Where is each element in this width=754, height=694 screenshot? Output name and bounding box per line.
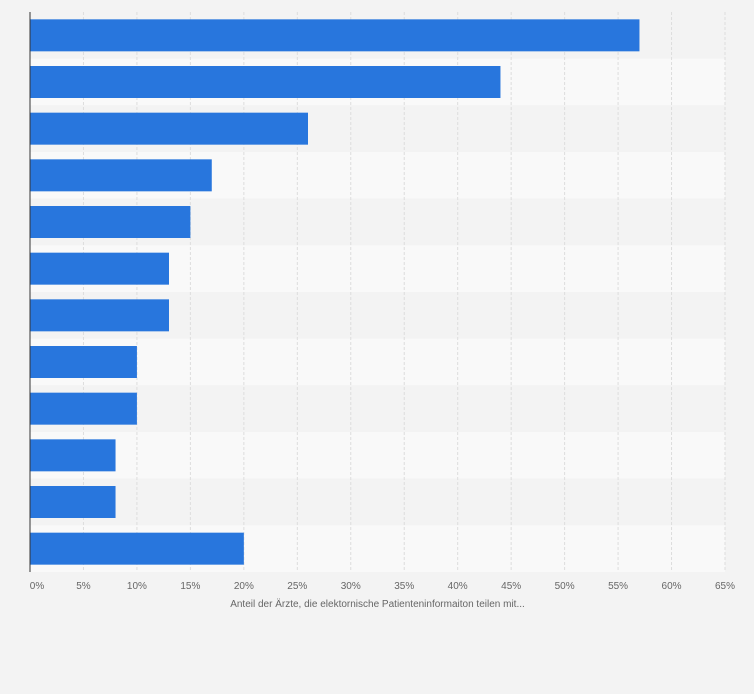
bar (30, 486, 116, 518)
bar (30, 206, 191, 238)
bar (30, 532, 244, 565)
x-axis-ticks: 0% 5% 10% 15% 20% 25% 30% 35% 40% 45% 50% 55% 60% 65% (30, 581, 735, 592)
x-tick-label: 45% (501, 581, 521, 592)
x-tick-label: 35% (394, 581, 414, 592)
bar (30, 439, 116, 472)
x-tick-label: 15% (180, 581, 200, 592)
x-tick-label: 60% (662, 581, 682, 592)
bar (30, 252, 169, 285)
x-tick-label: 65% (715, 581, 735, 592)
gridlines (82, 12, 726, 572)
x-tick-label: 40% (448, 581, 468, 592)
x-tick-label: 50% (555, 581, 575, 592)
x-tick-label: 30% (341, 581, 361, 592)
bar (30, 19, 640, 52)
bar (30, 299, 169, 332)
row-band (30, 338, 725, 386)
bar (30, 392, 137, 425)
x-tick-label: 10% (127, 581, 147, 592)
x-tick-label: 5% (76, 581, 91, 592)
x-tick-label: 55% (608, 581, 628, 592)
bar (30, 346, 137, 378)
bars (30, 19, 640, 565)
bar (30, 112, 308, 145)
bar (30, 66, 501, 98)
row-band (30, 478, 725, 526)
x-tick-label: 0% (30, 581, 45, 592)
x-tick-label: 25% (287, 581, 307, 592)
x-tick-label: 20% (234, 581, 254, 592)
x-axis-label: Anteil der Ärzte, die elektornische Pati… (230, 598, 525, 610)
row-band (30, 385, 725, 432)
bar (30, 159, 212, 192)
row-band (30, 432, 725, 479)
